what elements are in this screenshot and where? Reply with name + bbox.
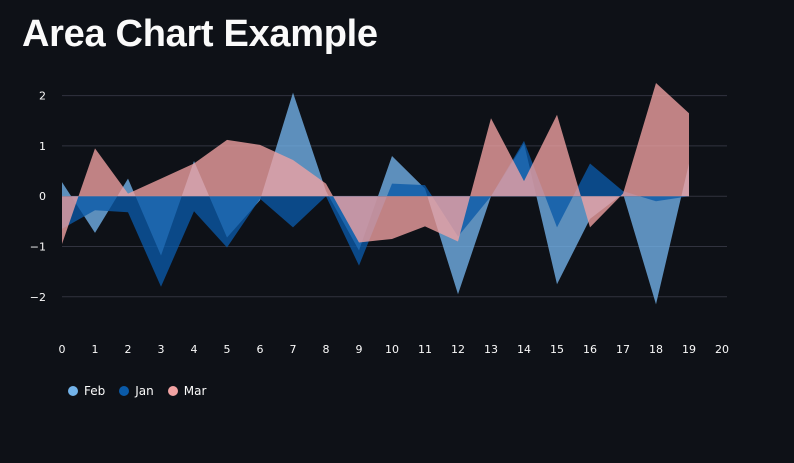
x-tick-label: 16 (583, 343, 597, 356)
x-tick-label: 7 (290, 343, 297, 356)
x-tick-label: 1 (92, 343, 99, 356)
x-tick-label: 2 (125, 343, 132, 356)
y-tick-label: 1 (39, 140, 46, 153)
x-tick-label: 9 (356, 343, 363, 356)
x-tick-label: 15 (550, 343, 564, 356)
y-tick-label: 2 (39, 90, 46, 103)
x-axis-ticks: 0 1 2 3 4 5 6 7 8 9 10 11 12 13 14 15 16 17 18 19 20 (59, 343, 730, 356)
x-tick-label: 11 (418, 343, 432, 356)
x-tick-label: 18 (649, 343, 663, 356)
y-axis-ticks: 2 1 0 −1 −2 (30, 90, 46, 304)
chart-legend: Feb Jan Mar (68, 382, 206, 400)
x-tick-label: 3 (158, 343, 165, 356)
legend-label: Mar (183, 384, 207, 398)
legend-label: Jan (135, 384, 154, 398)
x-tick-label: 6 (257, 343, 264, 356)
series-areas (62, 83, 689, 305)
y-tick-label: 0 (39, 190, 46, 203)
x-tick-label: 4 (191, 343, 198, 356)
x-tick-label: 12 (451, 343, 465, 356)
x-tick-label: 10 (385, 343, 399, 356)
y-tick-label: −2 (30, 291, 46, 304)
x-tick-label: 19 (682, 343, 696, 356)
x-tick-label: 5 (224, 343, 231, 356)
legend-item-jan[interactable]: Jan (119, 382, 154, 400)
legend-swatch (68, 386, 78, 396)
x-tick-label: 0 (59, 343, 66, 356)
x-tick-label: 13 (484, 343, 498, 356)
page-title: Area Chart Example (22, 13, 378, 55)
legend-label: Feb (84, 384, 106, 398)
x-tick-label: 14 (517, 343, 531, 356)
area-series-mar[interactable] (62, 83, 689, 244)
x-tick-label: 8 (323, 343, 330, 356)
y-tick-label: −1 (30, 240, 46, 253)
legend-item-feb[interactable]: Feb (68, 382, 105, 400)
x-tick-label: 20 (715, 343, 729, 356)
legend-swatch (167, 386, 178, 396)
legend-swatch (119, 386, 130, 396)
legend-item-mar[interactable]: Mar (167, 382, 207, 400)
x-tick-label: 17 (616, 343, 630, 356)
